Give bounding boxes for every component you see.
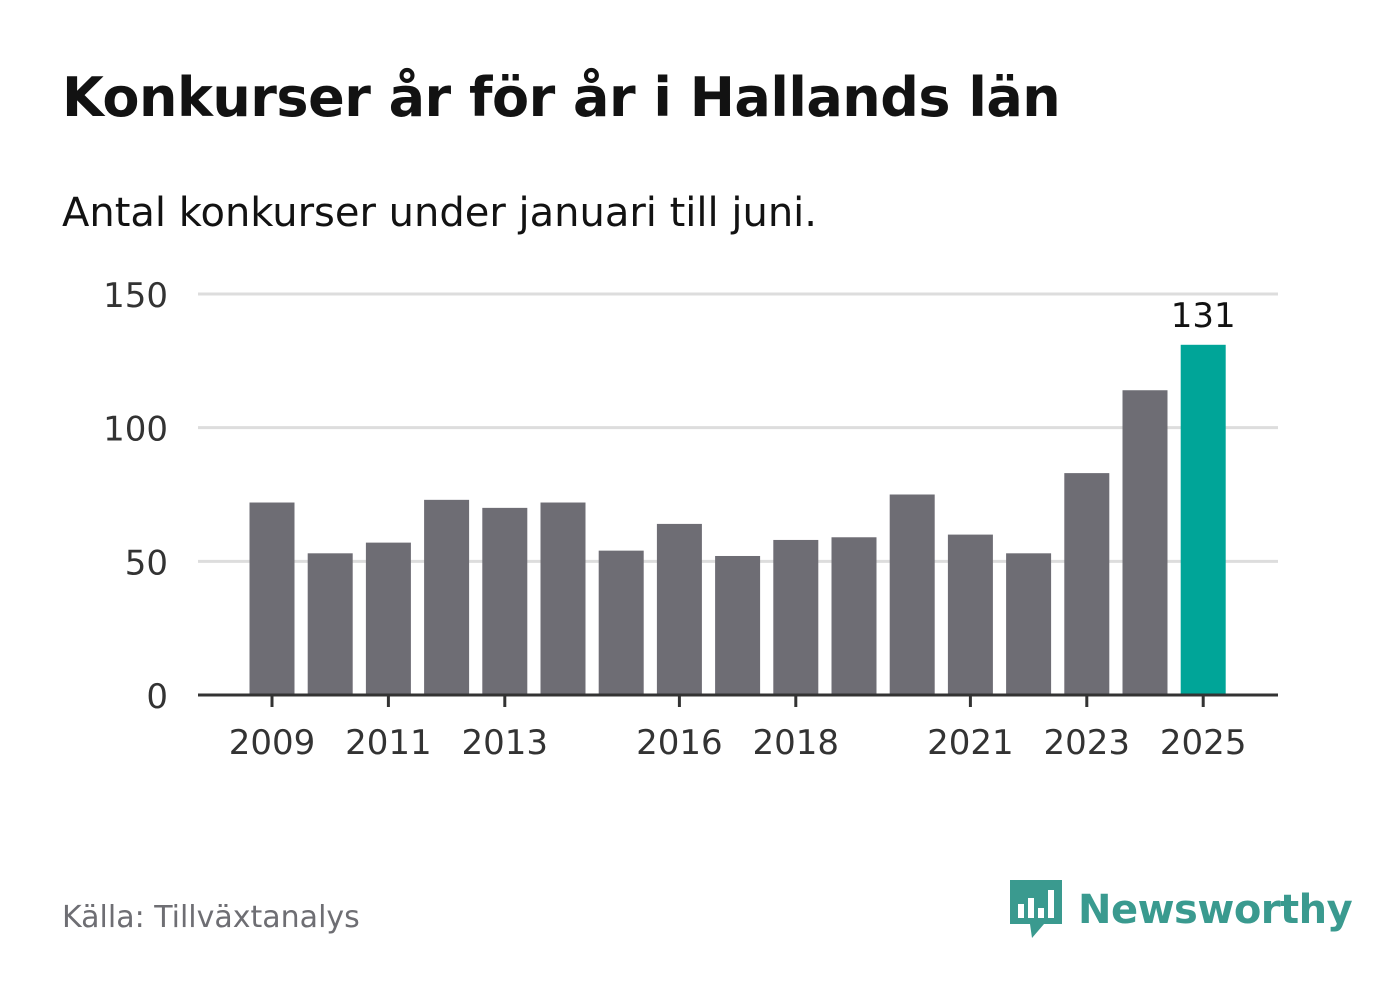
bar: [249, 502, 295, 695]
bar: [424, 499, 470, 695]
x-tick-label: 2023: [1044, 723, 1131, 763]
bar: [947, 534, 993, 695]
data-label: 131: [1171, 296, 1236, 336]
x-tick-label: 2025: [1160, 723, 1247, 763]
bar: [598, 550, 644, 695]
bar: [889, 494, 935, 695]
x-tick-label: 2009: [229, 723, 316, 763]
x-tick-label: 2021: [927, 723, 1014, 763]
bar: [307, 553, 353, 695]
brand-name: Newsworthy: [1078, 887, 1353, 933]
y-tick-label: 150: [103, 276, 168, 316]
bar: [773, 539, 819, 695]
newsworthy-bar-chart-logo-icon: [1010, 880, 1062, 938]
bar: [656, 523, 702, 695]
bar: [715, 555, 761, 695]
newsworthy-logo: Newsworthy: [1010, 880, 1353, 940]
source-note: Källa: Tillväxtanalys: [62, 900, 360, 935]
bar: [540, 502, 586, 695]
x-tick-label: 2018: [753, 723, 840, 763]
bar: [1064, 473, 1110, 695]
bar: [1122, 390, 1168, 695]
bar: [1180, 344, 1226, 695]
bar: [365, 542, 411, 695]
chart-title: Konkurser år för år i Hallands län: [62, 66, 1061, 129]
bar: [482, 507, 528, 695]
bar: [1006, 553, 1052, 695]
x-tick-label: 2013: [462, 723, 549, 763]
y-tick-label: 0: [146, 677, 168, 717]
y-tick-label: 100: [103, 410, 168, 450]
chart-subtitle: Antal konkurser under januari till juni.: [62, 190, 817, 236]
x-tick-label: 2011: [345, 723, 432, 763]
bar: [831, 537, 877, 695]
x-tick-label: 2016: [636, 723, 723, 763]
y-tick-label: 50: [125, 543, 168, 583]
